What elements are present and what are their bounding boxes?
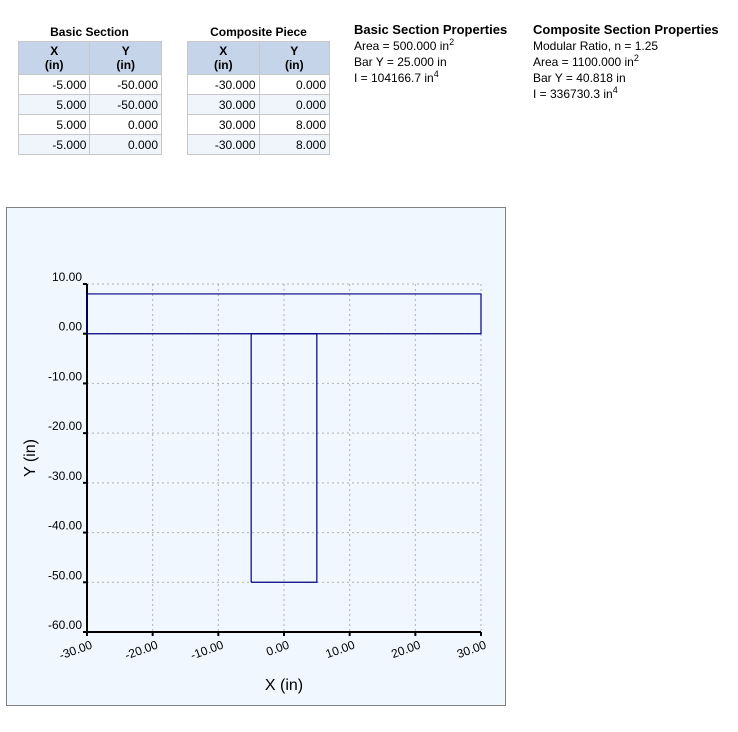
modular-ratio: Modular Ratio, n = 1.25 xyxy=(533,39,659,53)
x-cell[interactable]: -5.000 xyxy=(17,134,91,155)
composite-piece-table: X (in) Y (in) -30.000 0.000 30.000 0.000 30.… xyxy=(187,41,331,155)
x-cell[interactable]: 5.000 xyxy=(17,114,91,135)
section-outline xyxy=(86,293,482,335)
y-tick-label: -60.00 xyxy=(48,618,82,632)
x-tick-label: 0.00 xyxy=(264,638,291,659)
y-cell[interactable]: 0.000 xyxy=(258,94,331,115)
table-row: -5.000 0.000 xyxy=(17,134,162,155)
basic-section-caption: Basic Section xyxy=(50,25,129,39)
x-cell[interactable]: -30.000 xyxy=(187,134,260,155)
x-tick-label: 30.00 xyxy=(455,638,488,662)
y-cell[interactable]: -50.000 xyxy=(89,94,162,115)
table-row: -30.000 0.000 xyxy=(187,74,331,95)
composite-properties-title: Composite Section Properties xyxy=(533,22,719,37)
y-cell[interactable]: 0.000 xyxy=(89,134,162,155)
y-tick-label: -40.00 xyxy=(48,519,82,533)
composite-bar-y: Bar Y = 40.818 in xyxy=(533,71,626,85)
composite-area: Area = 1100.000 in2 xyxy=(533,53,639,70)
x-cell[interactable]: 5.000 xyxy=(17,94,91,115)
table-row: -5.000 -50.000 xyxy=(17,74,162,95)
x-tick-label: 10.00 xyxy=(324,638,357,662)
y-tick-label: -50.00 xyxy=(48,568,82,582)
table-row: 5.000 -50.000 xyxy=(17,94,162,115)
x-cell[interactable]: 30.000 xyxy=(187,94,260,115)
x-tick-label: -10.00 xyxy=(189,638,226,663)
basic-properties-title: Basic Section Properties xyxy=(354,22,508,37)
x-tick-label: -20.00 xyxy=(123,638,160,663)
column-header-x: X (in) xyxy=(17,41,91,75)
table-row: -30.000 8.000 xyxy=(187,134,331,155)
y-tick-label: -20.00 xyxy=(48,419,82,433)
basic-area: Area = 500.000 in2 xyxy=(354,37,455,54)
basic-inertia: I = 104166.7 in4 xyxy=(354,69,439,86)
column-header-x: X (in) xyxy=(187,41,260,75)
x-cell[interactable]: -5.000 xyxy=(17,74,91,95)
y-cell[interactable]: 0.000 xyxy=(89,114,162,135)
table-row: 30.000 8.000 xyxy=(187,114,331,135)
section-chart: 10.00 0.00 -10.00 -20.00 -30.00 -40.00 -50.00 -… xyxy=(22,270,488,694)
column-header-y: Y (in) xyxy=(89,41,162,75)
y-axis-title: Y (in) xyxy=(22,439,39,477)
y-cell[interactable]: 8.000 xyxy=(258,134,331,155)
y-tick-label: -30.00 xyxy=(48,469,82,483)
table-row: 5.000 0.000 xyxy=(17,114,162,135)
y-cell[interactable]: -50.000 xyxy=(89,74,162,95)
y-cell[interactable]: 8.000 xyxy=(258,114,331,135)
composite-piece-caption: Composite Piece xyxy=(210,25,307,39)
y-cell[interactable]: 0.000 xyxy=(258,74,331,95)
composite-section-properties: Composite Section Properties Modular Rat… xyxy=(533,22,719,102)
x-tick-label: -30.00 xyxy=(57,638,94,663)
x-cell[interactable]: -30.000 xyxy=(187,74,260,95)
x-axis-title: X (in) xyxy=(265,677,303,694)
basic-section-properties: Basic Section Properties Area = 500.000 … xyxy=(354,22,507,86)
column-header-y: Y (in) xyxy=(258,41,331,75)
composite-inertia: I = 336730.3 in4 xyxy=(533,85,618,102)
section-plot: 10.00 0.00 -10.00 -20.00 -30.00 -40.00 -50.00 -… xyxy=(6,207,506,706)
basic-bar-y: Bar Y = 25.000 in xyxy=(354,55,447,69)
x-cell[interactable]: 30.000 xyxy=(187,114,260,135)
y-tick-label: 10.00 xyxy=(52,270,82,284)
x-tick-label: 20.00 xyxy=(389,638,422,662)
y-tick-label: -10.00 xyxy=(48,369,82,383)
basic-section-table: X (in) Y (in) -5.000 -50.000 5.000 -50.000 5… xyxy=(17,41,162,155)
table-row: 30.000 0.000 xyxy=(187,94,331,115)
y-tick-label: 0.00 xyxy=(59,320,83,334)
